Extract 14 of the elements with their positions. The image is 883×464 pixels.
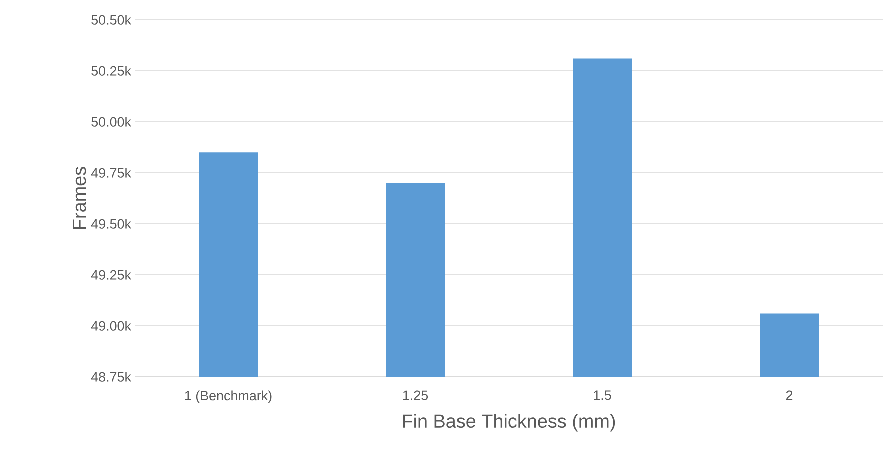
y-tick-label: 49.00k [91,321,132,331]
x-tick-label: 2 [786,390,793,400]
y-tick-label: 48.75k [91,372,132,382]
y-tick-label: 50.50k [92,15,132,25]
y-tick-label: 49.75k [91,168,132,178]
x-tick-label: 1.5 [594,390,612,400]
y-tick-label: 50.00k [92,117,132,127]
x-tick-label: 1.25 [403,390,428,400]
x-tick-label: 1 (Benchmark) [185,390,272,404]
y-axis-title: Frames [73,167,86,230]
x-axis-title: Fin Base Thickness (mm) [403,414,616,432]
y-tick-label: 49.25k [91,270,132,280]
y-tick-label: 49.50k [91,219,132,229]
y-tick-label: 50.25k [92,66,132,76]
